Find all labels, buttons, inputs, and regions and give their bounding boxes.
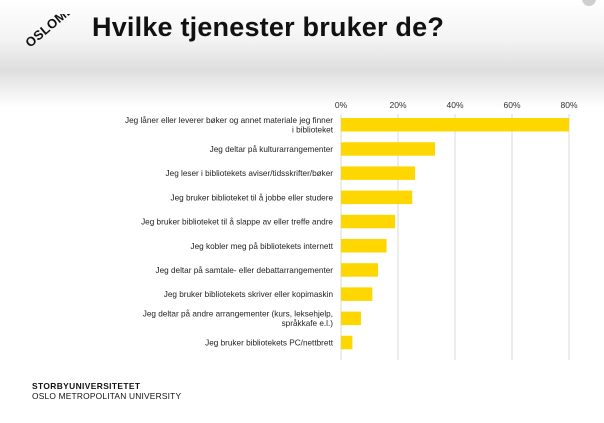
bar-5 [341,239,387,253]
bar-4 [341,214,396,229]
bar-chart-svg: 0% 20% 40% 60% 80% Jeg låner eller leverer bø… [125,100,578,360]
footer-university-name: STORBYUNIVERSITETET [32,381,141,391]
bar-1 [341,142,436,156]
tick-label-4: 80% [560,100,577,110]
tick-label-3: 60% [503,100,520,110]
bar-3 [341,190,413,205]
bar-6 [341,263,379,277]
tick-label-1: 20% [389,100,406,110]
page-title: Hvilke tjenester bruker de? [92,12,445,42]
category-label-1: Jeg deltar på kulturarrangementer [210,144,334,154]
bar-2 [341,166,416,180]
bar-8 [341,311,361,326]
category-label-5: Jeg kobler meg på bibliotekets internett [191,241,334,251]
category-label-0: Jeg låner eller leverer bøker og annet m… [125,115,334,135]
footer-university-english: OSLO METROPOLITAN UNIVERSITY [32,391,182,401]
category-label-8: Jeg deltar på andre arrangementer (kurs,… [143,309,334,329]
oslomet-logo: OSLOMET [26,14,83,50]
category-label-6: Jeg deltar på samtale- eller debattarran… [156,265,334,275]
category-label-3: Jeg bruker biblioteket til å jobbe eller… [171,192,334,202]
tick-label-0: 0% [335,100,348,110]
footer: STORBYUNIVERSITETET OSLO METROPOLITAN UN… [32,381,181,401]
bar-chart: 0% 20% 40% 60% 80% Jeg låner eller leverer bø… [0,92,604,367]
category-label-7: Jeg bruker bibliotekets skriver eller ko… [164,290,334,299]
logo-wordmark: OSLOMET [26,14,83,50]
tick-label-2: 40% [446,100,463,110]
bar-7 [341,287,373,301]
bar-0 [341,118,569,132]
corner-circle-icon [582,0,596,6]
category-label-4: Jeg bruker biblioteket til å slappe av e… [141,217,333,227]
category-label-9: Jeg bruker bibliotekets PC/nettbrett [205,339,334,348]
category-label-2: Jeg leser i bibliotekets aviser/tidsskri… [166,169,334,178]
bar-9 [341,335,353,350]
